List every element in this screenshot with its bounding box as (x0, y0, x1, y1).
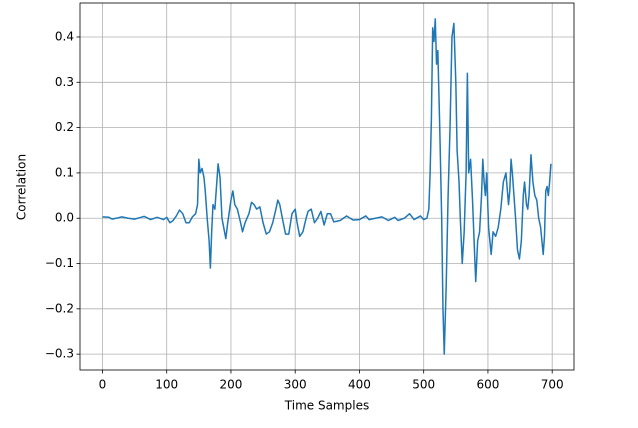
y-tick-label: −0.2 (45, 301, 74, 315)
x-tick-label: 0 (99, 378, 107, 392)
x-tick-label: 400 (348, 378, 371, 392)
y-tick-label: 0.2 (55, 120, 74, 134)
y-tick-label: 0.4 (55, 29, 74, 43)
y-tick-label: 0.0 (55, 211, 74, 225)
y-tick-label: 0.3 (55, 75, 74, 89)
y-axis-label: Correlation (15, 154, 29, 220)
plot-frame (79, 2, 575, 371)
y-tick-label: −0.3 (45, 347, 74, 361)
x-tick-label: 200 (219, 378, 242, 392)
y-tick-label: 0.1 (55, 165, 74, 179)
x-axis-label: Time Samples (284, 399, 369, 413)
x-tick-label: 100 (155, 378, 178, 392)
x-tick-label: 300 (284, 378, 307, 392)
y-tick-label: −0.1 (45, 256, 74, 270)
x-tick-label: 500 (412, 378, 435, 392)
x-tick-label: 600 (476, 378, 499, 392)
x-tick-label: 700 (541, 378, 564, 392)
data-line (102, 18, 552, 355)
